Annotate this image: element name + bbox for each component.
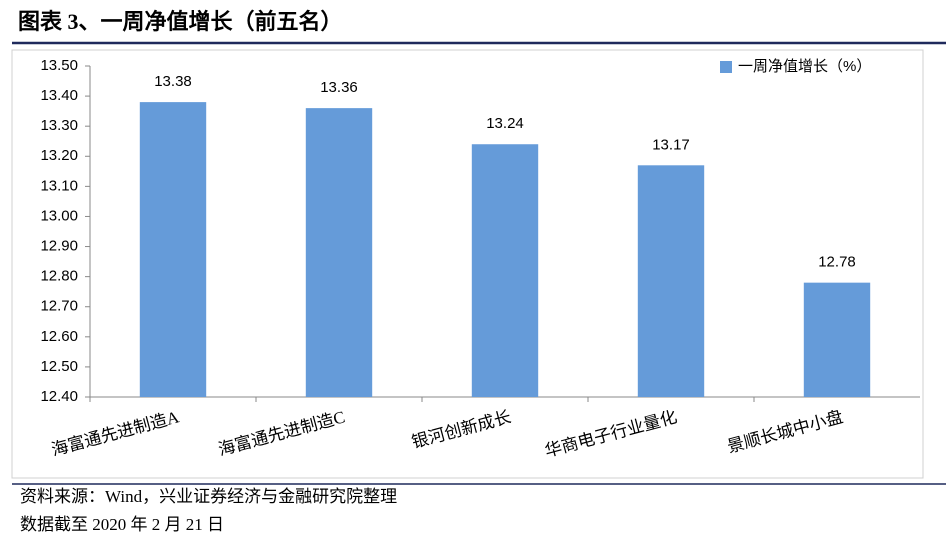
y-tick-label: 12.90 (40, 238, 78, 255)
bar (139, 102, 207, 397)
value-label: 12.78 (818, 254, 856, 271)
x-tick-label: 景顺长城中小盘 (725, 407, 845, 456)
y-tick-label: 13.40 (40, 87, 78, 104)
chart-title: 图表 3、一周净值增长（前五名） (18, 9, 343, 34)
y-tick-label: 13.10 (40, 177, 78, 194)
bar (305, 108, 373, 398)
legend-label: 一周净值增长（%） (738, 58, 871, 75)
y-tick-label: 12.70 (40, 298, 78, 315)
y-tick-label: 12.40 (40, 388, 78, 405)
value-label: 13.36 (320, 79, 358, 96)
y-tick-label: 13.20 (40, 147, 78, 164)
y-tick-label: 12.80 (40, 268, 78, 285)
y-tick-label: 12.50 (40, 358, 78, 375)
x-tick-label: 华商电子行业量化 (543, 407, 679, 461)
x-tick-label: 海富通先进制造C (216, 407, 347, 459)
chart-frame (11, 49, 924, 479)
source: 资料来源：Wind，兴业证券经济与金融研究院整理 (20, 487, 397, 506)
value-label: 13.17 (652, 136, 690, 153)
bar (803, 282, 871, 397)
y-tick-label: 13.00 (40, 207, 78, 224)
x-tick-label: 海富通先进制造A (49, 407, 181, 460)
x-tick-label: 银河创新成长 (410, 407, 513, 452)
legend-swatch (720, 61, 732, 73)
y-tick-label: 12.60 (40, 328, 78, 345)
bar (471, 144, 539, 397)
value-label: 13.38 (154, 73, 192, 90)
y-tick-label: 13.30 (40, 117, 78, 134)
value-label: 13.24 (486, 115, 524, 132)
bar (637, 165, 705, 397)
y-tick-label: 13.50 (40, 57, 78, 74)
note: 数据截至 2020 年 2 月 21 日 (20, 515, 224, 534)
